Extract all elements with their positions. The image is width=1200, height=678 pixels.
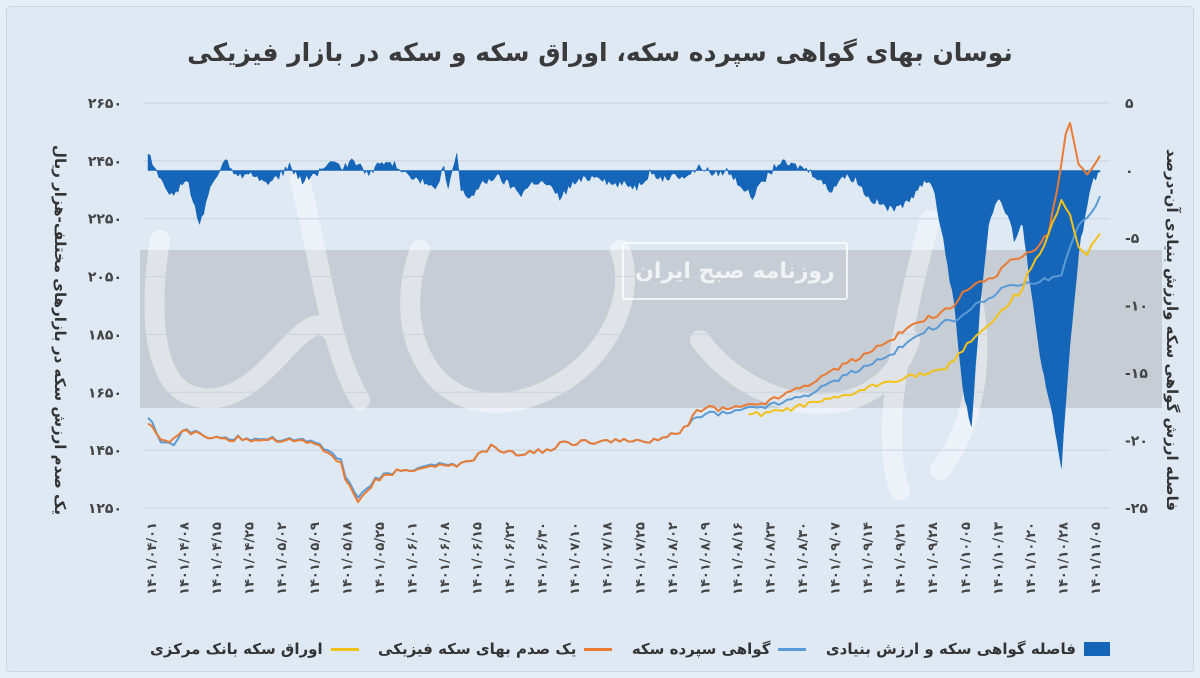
left-tick-label: ۲۰۵۰ xyxy=(88,270,122,286)
x-tick-label: ۱۴۰۱/۰۸/۰۲ xyxy=(666,522,681,595)
x-tick-label: ۱۴۰۱/۰۷/۲۵ xyxy=(633,522,648,595)
left-tick-label: ۲۴۵۰ xyxy=(88,154,122,170)
legend-swatch-certificate xyxy=(778,647,807,651)
x-tick-label: ۱۴۰۱/۰۵/۲۵ xyxy=(373,522,388,595)
legend-item-certificate: گواهی سپرده سکه xyxy=(632,640,807,658)
x-tick-label: ۱۴۰۱/۰۶/۳۰ xyxy=(536,522,551,595)
x-tick-label: ۱۴۰۱/۰۹/۰۷ xyxy=(829,522,844,595)
series-line-physical xyxy=(147,121,1101,504)
right-tick-label: -۱۵ xyxy=(1125,366,1148,382)
left-tick-label: ۱۴۵۰ xyxy=(88,443,122,459)
legend-item-area: فاصله گواهی سکه و ارزش بنیادی xyxy=(826,640,1110,658)
x-tick-label: ۱۴۰۱/۰۴/۲۵ xyxy=(243,522,258,595)
x-tick-label: ۱۴۰۱/۰۶/۱۵ xyxy=(471,522,486,595)
x-tick-label: ۱۴۰۱/۰۶/۲۲ xyxy=(503,522,518,595)
legend-swatch-area xyxy=(1084,642,1110,656)
x-tick-label: ۱۴۰۱/۰۸/۱۶ xyxy=(731,522,746,595)
x-tick-label: ۱۴۰۱/۱۰/۱۳ xyxy=(991,522,1006,595)
left-axis-label: یک صدم ارزش سکه در بازارهای مختلف-هزار ر… xyxy=(51,145,69,515)
x-tick-label: ۱۴۰۱/۰۶/۰۸ xyxy=(438,522,453,595)
x-tick-label: ۱۴۰۱/۰۸/۳۰ xyxy=(796,522,811,595)
legend-swatch-physical xyxy=(584,647,613,651)
series-area-gap xyxy=(147,153,1101,469)
x-tick-label: ۱۴۰۱/۰۸/۰۹ xyxy=(698,522,713,595)
right-tick-label: -۲۵ xyxy=(1125,501,1148,517)
right-tick-label: ۵ xyxy=(1125,96,1134,112)
left-tick-label: ۱۸۵۰ xyxy=(88,327,122,343)
x-tick-label: ۱۴۰۱/۰۴/۰۸ xyxy=(178,522,193,595)
left-tick-label: ۲۲۵۰ xyxy=(88,212,122,228)
x-tick-label: ۱۴۰۱/۱۰/۲۰ xyxy=(1024,522,1039,595)
legend: فاصله گواهی سکه و ارزش بنیادی گواهی سپرد… xyxy=(150,634,1110,664)
legend-label-area: فاصله گواهی سکه و ارزش بنیادی xyxy=(825,640,1076,658)
x-tick-label: ۱۴۰۱/۰۴/۰۱ xyxy=(145,522,160,595)
x-tick-label: ۱۴۰۱/۰۵/۱۸ xyxy=(340,522,355,595)
legend-item-bank: اوراق سکه بانک مرکزی xyxy=(150,640,359,658)
right-tick-label: -۱۰ xyxy=(1125,299,1148,315)
x-tick-label: ۱۴۰۱/۱۰/۲۸ xyxy=(1056,522,1071,595)
left-tick-label: ۲۶۵۰ xyxy=(88,96,122,112)
x-tick-label: ۱۴۰۱/۰۷/۱۸ xyxy=(601,522,616,595)
legend-label-certificate: گواهی سپرده سکه xyxy=(631,640,771,658)
legend-label-bank: اوراق سکه بانک مرکزی xyxy=(150,640,323,658)
x-tick-label: ۱۴۰۱/۱۰/۰۵ xyxy=(959,522,974,595)
x-tick-label: ۱۴۰۱/۱۱/۰۵ xyxy=(1089,522,1104,595)
legend-label-physical: یک صدم بهای سکه فیزیکی xyxy=(378,640,577,658)
x-tick-label: ۱۴۰۱/۰۵/۰۹ xyxy=(308,522,323,595)
right-tick-label: -۵ xyxy=(1125,231,1140,247)
x-tick-label: ۱۴۰۱/۰۵/۰۲ xyxy=(275,522,290,595)
right-tick-label: ۰ xyxy=(1125,164,1134,180)
x-tick-label: ۱۴۰۱/۰۴/۱۵ xyxy=(210,522,225,595)
x-tick-label: ۱۴۰۱/۰۹/۲۱ xyxy=(894,522,909,595)
x-tick-label: ۱۴۰۱/۰۹/۱۴ xyxy=(861,522,876,595)
left-tick-label: ۱۲۵۰ xyxy=(88,501,122,517)
legend-swatch-bank xyxy=(330,647,359,651)
series-line-bank xyxy=(748,199,1101,418)
x-tick-label: ۱۴۰۱/۰۸/۲۳ xyxy=(763,522,778,595)
x-tick-label: ۱۴۰۱/۰۹/۲۸ xyxy=(926,522,941,595)
right-tick-label: -۲۰ xyxy=(1125,434,1148,450)
chart-title: نوسان بهای گواهی سپرده سکه، اوراق سکه و … xyxy=(187,38,1013,67)
watermark-text: روزنامه صبح ایران xyxy=(622,242,848,300)
left-tick-label: ۱۶۵۰ xyxy=(88,385,122,401)
x-tick-label: ۱۴۰۱/۰۶/۰۱ xyxy=(405,522,420,595)
right-axis-label: فاصله ارزش گواهی سکه وارزش بنیادی آن-درص… xyxy=(1163,149,1181,511)
x-tick-label: ۱۴۰۱/۰۷/۱۰ xyxy=(568,522,583,595)
legend-item-physical: یک صدم بهای سکه فیزیکی xyxy=(378,640,613,658)
